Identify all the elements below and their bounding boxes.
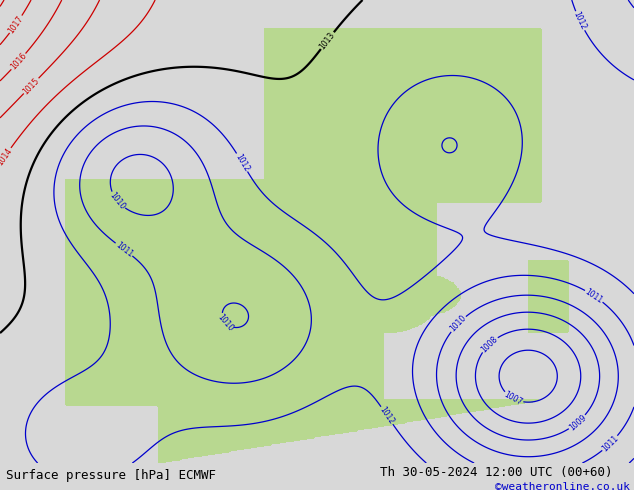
Text: 1011: 1011 [113, 240, 134, 259]
Text: 1007: 1007 [503, 390, 524, 407]
Text: 1012: 1012 [378, 405, 396, 426]
Text: Surface pressure [hPa] ECMWF: Surface pressure [hPa] ECMWF [6, 468, 216, 482]
Text: 1012: 1012 [233, 152, 251, 173]
Text: 1016: 1016 [9, 51, 29, 72]
Text: 1008: 1008 [479, 334, 500, 354]
Text: 1011: 1011 [600, 434, 620, 453]
Text: 1010: 1010 [448, 314, 468, 334]
Text: 1014: 1014 [0, 146, 14, 167]
Text: 1010: 1010 [108, 191, 127, 211]
Text: 1010: 1010 [216, 313, 235, 333]
Text: Th 30-05-2024 12:00 UTC (00+60): Th 30-05-2024 12:00 UTC (00+60) [380, 466, 613, 479]
Text: 1015: 1015 [22, 76, 41, 96]
Text: ©weatheronline.co.uk: ©weatheronline.co.uk [495, 482, 630, 490]
Text: 1017: 1017 [7, 14, 25, 35]
Text: 1013: 1013 [318, 30, 337, 51]
Text: 1012: 1012 [572, 10, 588, 31]
Text: 1011: 1011 [584, 287, 604, 305]
Text: 1009: 1009 [567, 413, 588, 432]
